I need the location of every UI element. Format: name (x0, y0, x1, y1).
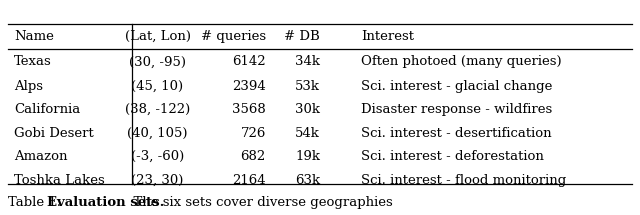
Text: 53k: 53k (295, 80, 320, 93)
Text: 2164: 2164 (232, 174, 266, 187)
Text: Sci. interest - glacial change: Sci. interest - glacial change (362, 80, 553, 93)
Text: # queries: # queries (201, 30, 266, 43)
Text: Gobi Desert: Gobi Desert (14, 127, 94, 140)
Text: 19k: 19k (295, 150, 320, 163)
Text: Interest: Interest (362, 30, 415, 43)
Text: 6142: 6142 (232, 55, 266, 68)
Text: Evaluation sets.: Evaluation sets. (47, 196, 164, 209)
Text: 63k: 63k (295, 174, 320, 187)
Text: Alps: Alps (14, 80, 43, 93)
Text: # DB: # DB (284, 30, 320, 43)
Text: The six sets cover diverse geographies: The six sets cover diverse geographies (125, 196, 393, 209)
Text: Disaster response - wildfires: Disaster response - wildfires (362, 103, 553, 116)
Text: (40, 105): (40, 105) (127, 127, 188, 140)
Text: 3568: 3568 (232, 103, 266, 116)
Text: Sci. interest - deforestation: Sci. interest - deforestation (362, 150, 544, 163)
Text: (-3, -60): (-3, -60) (131, 150, 184, 163)
Text: Toshka Lakes: Toshka Lakes (14, 174, 105, 187)
Text: (30, -95): (30, -95) (129, 55, 186, 68)
Text: California: California (14, 103, 81, 116)
Text: Sci. interest - desertification: Sci. interest - desertification (362, 127, 552, 140)
Text: (23, 30): (23, 30) (131, 174, 184, 187)
Text: 30k: 30k (295, 103, 320, 116)
Text: Table 1.: Table 1. (8, 196, 65, 209)
Text: 2394: 2394 (232, 80, 266, 93)
Text: 726: 726 (241, 127, 266, 140)
Text: Name: Name (14, 30, 54, 43)
Text: 54k: 54k (295, 127, 320, 140)
Text: Amazon: Amazon (14, 150, 68, 163)
Text: (38, -122): (38, -122) (125, 103, 190, 116)
Text: 34k: 34k (295, 55, 320, 68)
Text: (45, 10): (45, 10) (131, 80, 184, 93)
Text: 682: 682 (241, 150, 266, 163)
Text: Texas: Texas (14, 55, 52, 68)
Text: (Lat, Lon): (Lat, Lon) (125, 30, 191, 43)
Text: Sci. interest - flood monitoring: Sci. interest - flood monitoring (362, 174, 566, 187)
Text: Often photoed (many queries): Often photoed (many queries) (362, 55, 562, 68)
